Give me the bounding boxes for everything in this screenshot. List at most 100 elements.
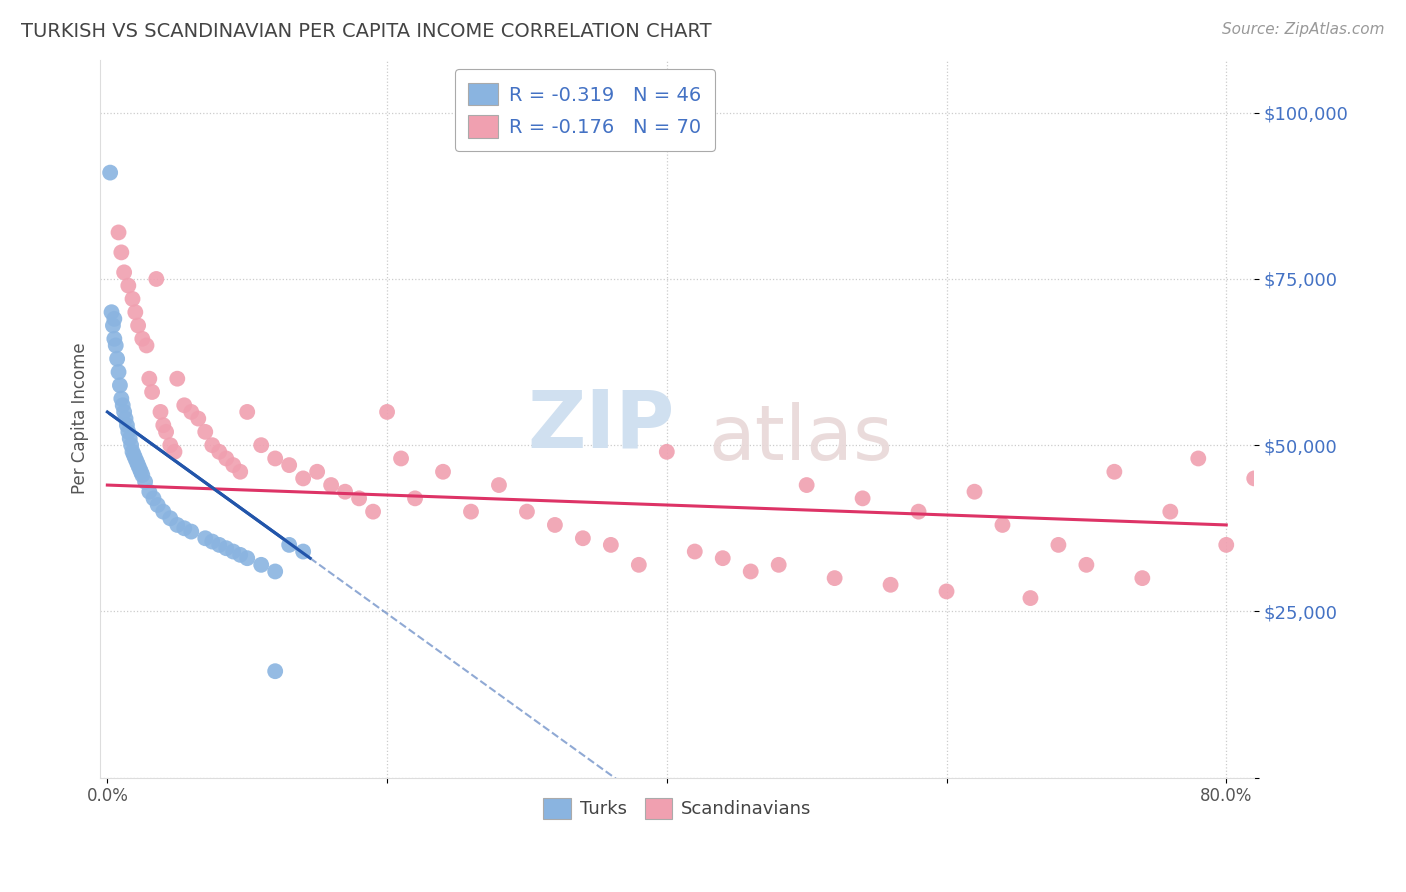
Point: [229, 465, 252, 479]
Point: [215, 541, 238, 556]
Point: [333, 484, 356, 499]
Point: [146, 498, 169, 512]
Point: [250, 438, 273, 452]
Point: [121, 445, 143, 459]
Point: [118, 432, 141, 446]
Point: [292, 544, 315, 558]
Point: [110, 392, 132, 406]
Point: [292, 471, 315, 485]
Point: [125, 455, 148, 469]
Point: [599, 538, 621, 552]
Point: [208, 445, 231, 459]
Point: [108, 378, 131, 392]
Point: [222, 544, 245, 558]
Point: [1076, 558, 1098, 572]
Point: [229, 548, 252, 562]
Point: [131, 332, 153, 346]
Point: [107, 226, 129, 240]
Point: [264, 664, 287, 678]
Point: [250, 558, 273, 572]
Point: [103, 332, 125, 346]
Point: [1130, 571, 1153, 585]
Point: [375, 405, 398, 419]
Point: [152, 418, 174, 433]
Point: [389, 451, 412, 466]
Point: [111, 398, 134, 412]
Point: [963, 484, 986, 499]
Point: [135, 338, 157, 352]
Point: [155, 425, 177, 439]
Point: [361, 505, 384, 519]
Point: [879, 578, 901, 592]
Point: [117, 278, 139, 293]
Point: [208, 538, 231, 552]
Point: [1215, 538, 1237, 552]
Point: [173, 398, 195, 412]
Legend: Turks, Scandinavians: Turks, Scandinavians: [536, 790, 818, 826]
Point: [432, 465, 454, 479]
Point: [107, 365, 129, 379]
Point: [236, 551, 259, 566]
Point: [101, 318, 124, 333]
Point: [935, 584, 957, 599]
Point: [122, 448, 145, 462]
Point: [711, 551, 734, 566]
Point: [110, 245, 132, 260]
Point: [187, 411, 209, 425]
Point: [138, 484, 160, 499]
Point: [127, 318, 149, 333]
Point: [1019, 591, 1042, 605]
Point: [347, 491, 370, 506]
Point: [114, 411, 136, 425]
Point: [100, 305, 122, 319]
Point: [103, 311, 125, 326]
Point: [572, 531, 595, 545]
Point: [163, 445, 186, 459]
Point: [159, 511, 181, 525]
Point: [740, 565, 762, 579]
Point: [222, 458, 245, 472]
Text: TURKISH VS SCANDINAVIAN PER CAPITA INCOME CORRELATION CHART: TURKISH VS SCANDINAVIAN PER CAPITA INCOM…: [21, 22, 711, 41]
Point: [124, 451, 146, 466]
Point: [1243, 471, 1265, 485]
Point: [127, 458, 149, 472]
Point: [152, 505, 174, 519]
Point: [460, 505, 482, 519]
Point: [1159, 505, 1181, 519]
Point: [655, 445, 678, 459]
Point: [134, 475, 156, 489]
Point: [215, 451, 238, 466]
Point: [120, 438, 142, 452]
Text: Source: ZipAtlas.com: Source: ZipAtlas.com: [1222, 22, 1385, 37]
Point: [544, 518, 567, 533]
Point: [404, 491, 426, 506]
Point: [117, 425, 139, 439]
Point: [264, 565, 287, 579]
Point: [194, 425, 217, 439]
Text: ZIP: ZIP: [527, 386, 675, 464]
Point: [991, 518, 1014, 533]
Point: [1187, 451, 1209, 466]
Point: [115, 418, 138, 433]
Point: [201, 438, 224, 452]
Point: [516, 505, 538, 519]
Point: [236, 405, 259, 419]
Point: [166, 372, 188, 386]
Point: [796, 478, 818, 492]
Point: [264, 451, 287, 466]
Point: [145, 272, 167, 286]
Point: [768, 558, 790, 572]
Y-axis label: Per Capita Income: Per Capita Income: [72, 343, 89, 494]
Point: [124, 305, 146, 319]
Point: [488, 478, 510, 492]
Point: [852, 491, 875, 506]
Point: [180, 524, 202, 539]
Point: [112, 265, 135, 279]
Point: [166, 518, 188, 533]
Point: [149, 405, 172, 419]
Point: [627, 558, 650, 572]
Point: [1104, 465, 1126, 479]
Point: [824, 571, 846, 585]
Point: [128, 461, 150, 475]
Point: [278, 458, 301, 472]
